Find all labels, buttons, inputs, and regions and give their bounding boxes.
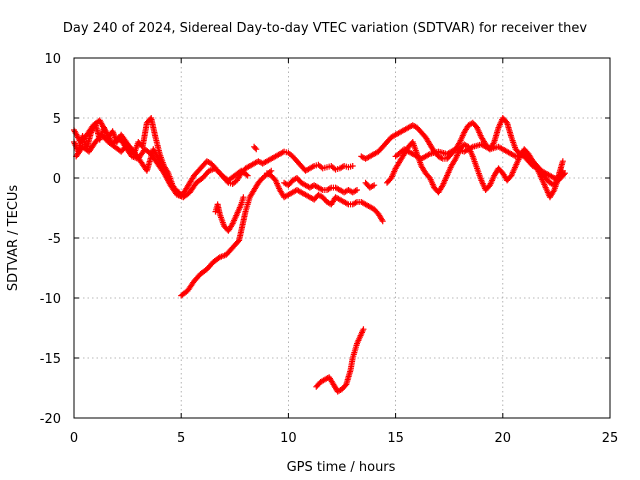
- chart-title: Day 240 of 2024, Sidereal Day-to-day VTE…: [63, 21, 587, 36]
- data-point-marker: [240, 194, 247, 201]
- data-point-marker: [176, 189, 183, 196]
- data-point-marker: [349, 163, 356, 169]
- data-point-marker: [360, 326, 367, 333]
- x-axis-label: GPS time / hours: [287, 460, 396, 475]
- grid: [74, 58, 610, 418]
- y-tick-label: 0: [53, 172, 61, 187]
- data-point-marker: [174, 188, 181, 195]
- data-point-marker: [244, 172, 251, 179]
- y-tick-label: 10: [44, 52, 61, 67]
- axis-ticks: 0 5 10 15 20 25 -20 -15 -10 -5 0 5 10: [40, 52, 619, 446]
- data-point-marker: [371, 182, 378, 189]
- data-point-marker: [560, 171, 567, 178]
- y-tick-label: -10: [40, 292, 61, 307]
- data-point-marker: [243, 171, 250, 178]
- x-tick-label: 5: [177, 431, 185, 446]
- y-tick-label: 5: [53, 112, 61, 127]
- x-tick-label: 0: [70, 431, 78, 446]
- x-tick-label: 25: [602, 431, 619, 446]
- data-point-marker: [253, 146, 260, 153]
- y-axis-label: SDTVAR / TECUs: [6, 185, 21, 292]
- x-tick-label: 20: [495, 431, 512, 446]
- x-tick-label: 15: [387, 431, 404, 446]
- data-point-marker: [354, 187, 361, 193]
- y-tick-label: -5: [48, 232, 61, 247]
- data-point-marker: [379, 218, 386, 225]
- data-series: [71, 115, 568, 395]
- y-tick-label: -15: [40, 352, 61, 367]
- data-point-marker: [559, 158, 566, 165]
- plot-frame: [73, 57, 611, 419]
- x-tick-label: 10: [280, 431, 297, 446]
- y-tick-label: -20: [40, 412, 61, 427]
- data-point-marker: [252, 145, 259, 151]
- data-point-marker: [561, 170, 568, 177]
